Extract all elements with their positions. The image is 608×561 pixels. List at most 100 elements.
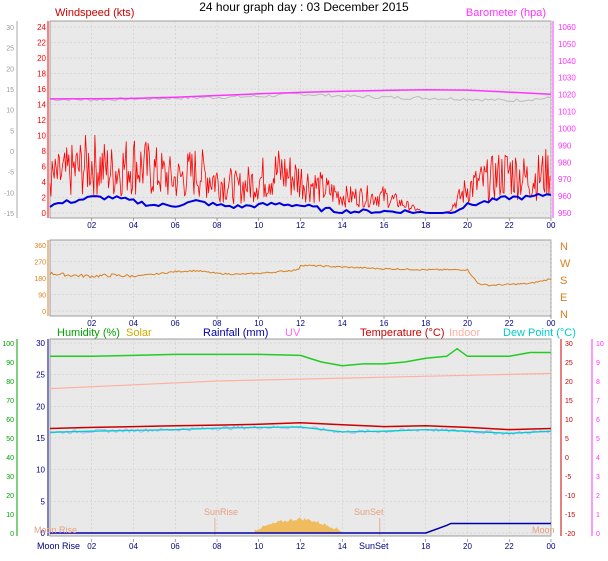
p3-y-magenta-0: 0 bbox=[596, 531, 600, 538]
p1-y-red-18: 18 bbox=[37, 70, 46, 79]
p3-y-magenta-9: 9 bbox=[596, 360, 600, 367]
p1-x-label-08: 08 bbox=[213, 221, 222, 230]
p2-x-label-04: 04 bbox=[129, 319, 138, 328]
indoor-line bbox=[49, 372, 552, 390]
p1-x-label-20: 20 bbox=[463, 221, 472, 230]
p3-y-red--5: -5 bbox=[565, 474, 571, 481]
p3-y-magenta-10: 10 bbox=[596, 341, 604, 348]
p1-y-grey-30: 30 bbox=[6, 25, 14, 32]
p1-y-red-14: 14 bbox=[37, 101, 46, 110]
p2-y-left-360: 360 bbox=[34, 243, 46, 250]
p1-y-red-24: 24 bbox=[37, 23, 46, 32]
p3-y-dark-15: 15 bbox=[36, 434, 45, 443]
moon-tag-right: Moon bbox=[532, 525, 555, 535]
legend-temperature: Temperature (°C) bbox=[360, 327, 444, 339]
p3-x-label-10: 10 bbox=[254, 542, 263, 551]
p1-x-label-04: 04 bbox=[129, 221, 138, 230]
p1-y-grey-10: 10 bbox=[6, 108, 14, 115]
p3-x-label-22: 22 bbox=[505, 542, 514, 551]
p3-y-magenta-1: 1 bbox=[596, 512, 600, 519]
p2-y-left-270: 270 bbox=[34, 260, 46, 267]
p3-y-dark-25: 25 bbox=[36, 371, 45, 380]
p3-x-label-08: 08 bbox=[213, 542, 222, 551]
p3-y-red-10: 10 bbox=[565, 417, 573, 424]
p3-x-label-12: 12 bbox=[296, 542, 305, 551]
legend-rainfall: Rainfall (mm) bbox=[203, 327, 268, 339]
p2-y-right-S-2: S bbox=[560, 275, 567, 287]
p3-x-label-00: 00 bbox=[547, 542, 556, 551]
p3-y-red-30: 30 bbox=[565, 341, 573, 348]
p3-y-magenta-3: 3 bbox=[596, 474, 600, 481]
p3-y-green-80: 80 bbox=[6, 379, 14, 386]
p1-y-red-8: 8 bbox=[42, 147, 47, 156]
sunrise-label: SunRise bbox=[204, 507, 238, 517]
p1-y-grey-5: 5 bbox=[10, 128, 14, 135]
moon-rise-tag: Moon Rise bbox=[34, 525, 77, 535]
p1-x-label-18: 18 bbox=[421, 221, 430, 230]
wind-direction-line bbox=[49, 264, 552, 287]
p1-y-right-1060: 1060 bbox=[558, 23, 576, 32]
p1-y-right-1020: 1020 bbox=[558, 91, 576, 100]
p1-y-right-1010: 1010 bbox=[558, 108, 576, 117]
p2-x-label-22: 22 bbox=[505, 319, 514, 328]
p2-y-left-0: 0 bbox=[42, 309, 46, 316]
p1-y-red-10: 10 bbox=[37, 132, 46, 141]
temperature-line bbox=[49, 422, 552, 431]
p2-x-label-08: 08 bbox=[213, 319, 222, 328]
legend-indoor: Indoor bbox=[449, 327, 481, 339]
p3-y-magenta-4: 4 bbox=[596, 455, 600, 462]
average-speed-line bbox=[49, 193, 552, 214]
p3-y-magenta-6: 6 bbox=[596, 417, 600, 424]
p3-y-green-0: 0 bbox=[10, 531, 14, 538]
p3-y-green-10: 10 bbox=[6, 512, 14, 519]
p1-y-grey--5: -5 bbox=[8, 170, 14, 177]
p3-y-green-20: 20 bbox=[6, 493, 14, 500]
legend-dewpoint: Dew Point (°C) bbox=[503, 327, 576, 339]
p3-y-magenta-8: 8 bbox=[596, 379, 600, 386]
p1-y-red-0: 0 bbox=[42, 209, 47, 218]
p2-y-left-180: 180 bbox=[34, 276, 46, 283]
p1-y-red-16: 16 bbox=[37, 85, 46, 94]
p1-y-right-1030: 1030 bbox=[558, 74, 576, 83]
humidity-line bbox=[50, 347, 551, 367]
p2-y-left-90: 90 bbox=[38, 293, 46, 300]
p1-x-label-02: 02 bbox=[87, 221, 96, 230]
p3-y-dark-30: 30 bbox=[36, 339, 45, 348]
dewpoint-line bbox=[49, 426, 552, 435]
legend-solar: Solar bbox=[126, 327, 152, 339]
p3-y-dark-20: 20 bbox=[36, 402, 45, 411]
p1-y-grey--10: -10 bbox=[4, 190, 14, 197]
page-title: 24 hour graph day : 03 December 2015 bbox=[199, 0, 409, 14]
p1-y-right-1050: 1050 bbox=[558, 40, 576, 49]
p3-y-red--20: -20 bbox=[565, 531, 575, 538]
p3-y-red--15: -15 bbox=[565, 512, 575, 519]
windspeed-line bbox=[49, 134, 551, 214]
p1-y-right-970: 970 bbox=[558, 175, 572, 184]
p1-y-red-2: 2 bbox=[42, 194, 47, 203]
p1-y-right-1040: 1040 bbox=[558, 57, 576, 66]
p3-y-red-0: 0 bbox=[565, 455, 569, 462]
p1-y-grey-15: 15 bbox=[6, 87, 14, 94]
p2-y-right-N-0: N bbox=[560, 241, 568, 253]
p3-y-green-60: 60 bbox=[6, 417, 14, 424]
moon-rise-axis-label: Moon Rise bbox=[37, 541, 80, 551]
p3-y-magenta-5: 5 bbox=[596, 436, 600, 443]
solar-area bbox=[254, 517, 342, 533]
p1-x-label-22: 22 bbox=[505, 221, 514, 230]
legend-uv: UV bbox=[285, 327, 301, 339]
p3-x-label-14: 14 bbox=[338, 542, 347, 551]
sunset-marker-label: SunSet bbox=[354, 507, 384, 517]
p1-y-right-980: 980 bbox=[558, 158, 572, 167]
p2-y-right-E-3: E bbox=[560, 292, 567, 304]
p1-y-red-6: 6 bbox=[42, 163, 47, 172]
p1-y-red-12: 12 bbox=[37, 116, 46, 125]
p3-y-green-90: 90 bbox=[6, 360, 14, 367]
barometer-line bbox=[49, 88, 552, 100]
legend-humidity: Humidity (%) bbox=[57, 327, 120, 339]
p2-x-label-02: 02 bbox=[87, 319, 96, 328]
p2-x-label-00: 00 bbox=[547, 319, 556, 328]
p3-y-green-30: 30 bbox=[6, 474, 14, 481]
p1-x-label-10: 10 bbox=[254, 221, 263, 230]
p3-x-label-06: 06 bbox=[171, 542, 180, 551]
sunset-axis-label: SunSet bbox=[359, 541, 389, 551]
